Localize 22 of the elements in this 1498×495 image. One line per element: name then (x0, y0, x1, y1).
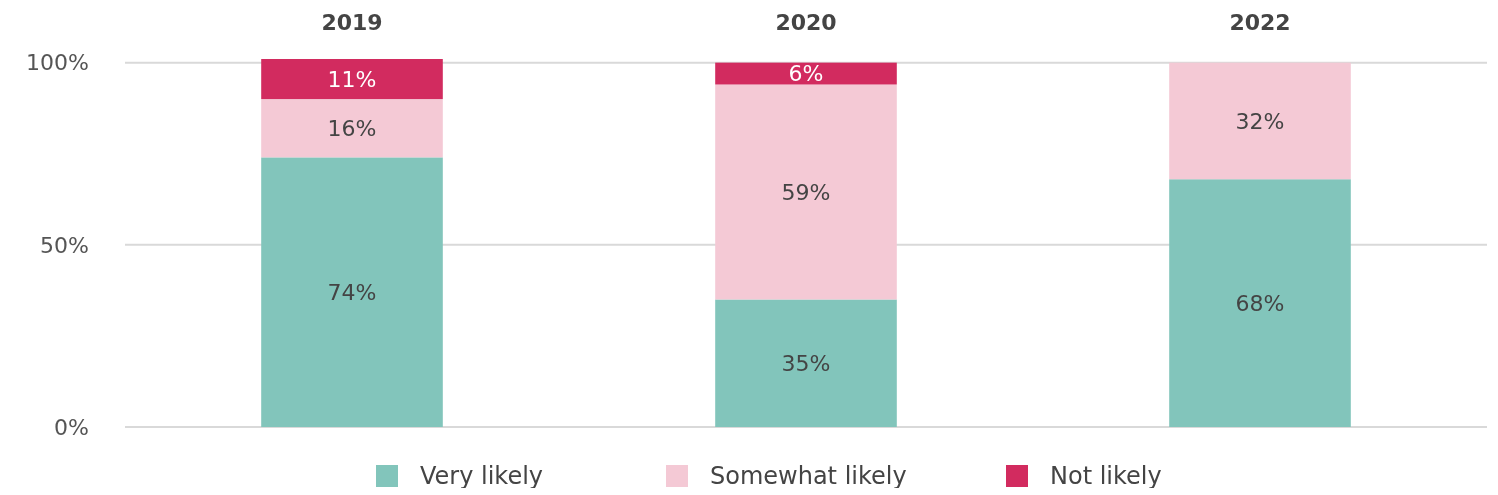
bar (715, 62, 897, 85)
x-tick-label: 2019 (321, 10, 383, 35)
data-label: 16% (327, 115, 377, 141)
data-label: 74% (327, 279, 377, 305)
y-tick-label: 0% (54, 414, 89, 440)
bar (261, 99, 443, 158)
y-tick-label: 50% (40, 232, 89, 258)
y-tick-label: 100% (26, 50, 89, 76)
bar (715, 299, 897, 427)
data-label: 68% (1235, 290, 1285, 316)
bar (261, 157, 443, 427)
x-tick-label: 2022 (1229, 10, 1291, 35)
x-tick-label: 2020 (775, 10, 837, 35)
data-label: 6% (788, 61, 824, 87)
data-label: 32% (1235, 108, 1285, 134)
bar (1169, 62, 1351, 180)
bar (715, 84, 897, 300)
data-label: 11% (327, 66, 377, 92)
data-label: 59% (781, 179, 831, 205)
bar (261, 59, 443, 100)
data-label: 35% (781, 350, 831, 376)
bar (1169, 179, 1351, 427)
